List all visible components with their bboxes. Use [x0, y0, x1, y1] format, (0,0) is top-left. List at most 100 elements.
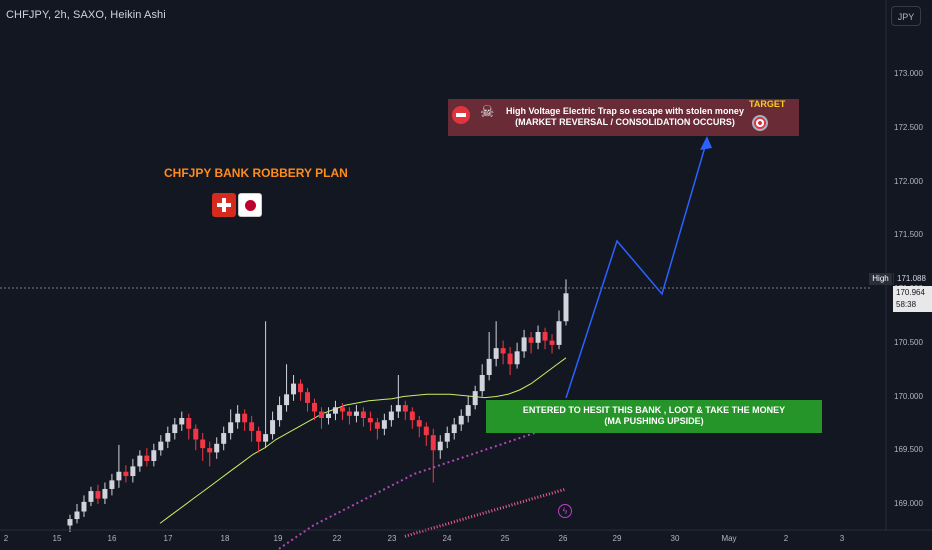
candle-body[interactable]: [193, 428, 199, 440]
candle-body[interactable]: [430, 435, 436, 451]
entry-annotation-line1: ENTERED TO HESIT THIS BANK , LOOT & TAKE…: [522, 405, 786, 415]
price-tick-label: 172.000: [894, 176, 923, 186]
candle-body[interactable]: [130, 466, 136, 477]
time-tick-label: 19: [273, 534, 283, 543]
candle-body[interactable]: [158, 441, 164, 451]
currency-button[interactable]: JPY: [891, 6, 921, 26]
candle-body[interactable]: [284, 394, 290, 406]
candle-body[interactable]: [353, 411, 359, 416]
candle-body[interactable]: [102, 488, 108, 499]
plan-title: CHFJPY BANK ROBBERY PLAN: [164, 166, 348, 180]
target-label: TARGET: [749, 99, 786, 109]
candle-body[interactable]: [249, 422, 255, 431]
candle-body[interactable]: [291, 383, 297, 395]
candle-body[interactable]: [151, 450, 157, 461]
candle-body[interactable]: [325, 413, 331, 418]
last-price-value: 170.964: [896, 288, 925, 297]
candle-body[interactable]: [528, 337, 534, 343]
candle-body[interactable]: [172, 424, 178, 434]
candle-body[interactable]: [312, 402, 318, 412]
moving-average-line: [275, 421, 567, 550]
candle-body[interactable]: [235, 413, 241, 423]
candle-body[interactable]: [542, 332, 548, 341]
candle-body[interactable]: [521, 337, 527, 352]
candle-body[interactable]: [165, 433, 171, 442]
candle-body[interactable]: [451, 424, 457, 434]
projection-path: [565, 139, 708, 399]
candle-body[interactable]: [472, 391, 478, 406]
candle-body[interactable]: [137, 455, 143, 467]
candle-body[interactable]: [381, 420, 387, 429]
entry-annotation-box[interactable]: [486, 400, 822, 433]
candle-body[interactable]: [374, 422, 380, 429]
candle-body[interactable]: [444, 433, 450, 442]
candle-body[interactable]: [402, 405, 408, 412]
candle-body[interactable]: [479, 375, 485, 392]
candle-body[interactable]: [270, 420, 276, 435]
high-value-label: 171.088: [893, 273, 932, 285]
target-annotation-line2: (MARKET REVERSAL / CONSOLIDATION OCCURS): [515, 117, 735, 127]
candle-body[interactable]: [200, 439, 206, 449]
candle-body[interactable]: [116, 471, 122, 481]
symbol-header[interactable]: CHFJPY, 2h, SAXO, Heikin Ashi: [6, 9, 166, 21]
candle-body[interactable]: [409, 411, 415, 421]
candle-body[interactable]: [207, 448, 213, 453]
candle-body[interactable]: [144, 455, 150, 461]
candle-body[interactable]: [263, 434, 269, 442]
candle-body[interactable]: [423, 426, 429, 436]
candle-body[interactable]: [416, 420, 422, 427]
candle-body[interactable]: [514, 351, 520, 365]
time-tick-label: May: [721, 534, 737, 543]
candle-body[interactable]: [346, 411, 352, 416]
candle-body[interactable]: [500, 348, 506, 354]
candle-body[interactable]: [493, 348, 499, 359]
moving-averages: [159, 357, 567, 550]
skull-crossbones-icon: ☠: [480, 104, 495, 121]
candle-body[interactable]: [465, 405, 471, 416]
candle-body[interactable]: [535, 332, 541, 343]
candle-body[interactable]: [221, 433, 227, 444]
price-tick-label: 170.000: [894, 391, 923, 401]
price-tick-label: 169.500: [894, 445, 923, 455]
candle-body[interactable]: [88, 491, 94, 502]
target-annotation-box[interactable]: [448, 99, 799, 136]
candle-body[interactable]: [556, 321, 562, 345]
candles: [67, 279, 569, 532]
candle-body[interactable]: [123, 471, 129, 477]
candle-body[interactable]: [507, 353, 513, 365]
candle-body[interactable]: [486, 358, 492, 375]
candle-body[interactable]: [318, 411, 324, 418]
candle-body[interactable]: [298, 383, 304, 393]
candle-body[interactable]: [228, 422, 234, 434]
candle-body[interactable]: [95, 491, 101, 499]
candle-body[interactable]: [81, 501, 87, 512]
candle-body[interactable]: [109, 480, 115, 489]
candle-body[interactable]: [563, 293, 569, 322]
time-tick-label: 3: [839, 534, 845, 543]
candle-body[interactable]: [360, 411, 366, 418]
price-tick-label: 172.500: [894, 122, 923, 132]
price-tick-label: 171.500: [894, 230, 923, 240]
candle-body[interactable]: [305, 392, 311, 403]
lightning-event-icon[interactable]: ϟ: [558, 504, 572, 518]
candle-body[interactable]: [67, 519, 73, 526]
candle-body[interactable]: [74, 511, 80, 520]
candle-body[interactable]: [367, 418, 373, 423]
last-price-label: 170.964 58:38: [893, 286, 932, 312]
candle-body[interactable]: [437, 441, 443, 451]
candle-body[interactable]: [214, 443, 220, 453]
high-tag: High: [869, 273, 892, 285]
candle-body[interactable]: [332, 407, 338, 414]
candle-body[interactable]: [339, 407, 345, 412]
candle-body[interactable]: [549, 340, 555, 345]
candle-body[interactable]: [388, 411, 394, 421]
candle-body[interactable]: [256, 430, 262, 442]
candle-body[interactable]: [179, 418, 185, 425]
time-tick-label: 2: [783, 534, 789, 543]
candle-body[interactable]: [277, 405, 283, 421]
candle-body[interactable]: [395, 405, 401, 412]
candle-body[interactable]: [458, 415, 464, 425]
candle-body[interactable]: [186, 418, 192, 429]
candle-body[interactable]: [242, 413, 248, 423]
